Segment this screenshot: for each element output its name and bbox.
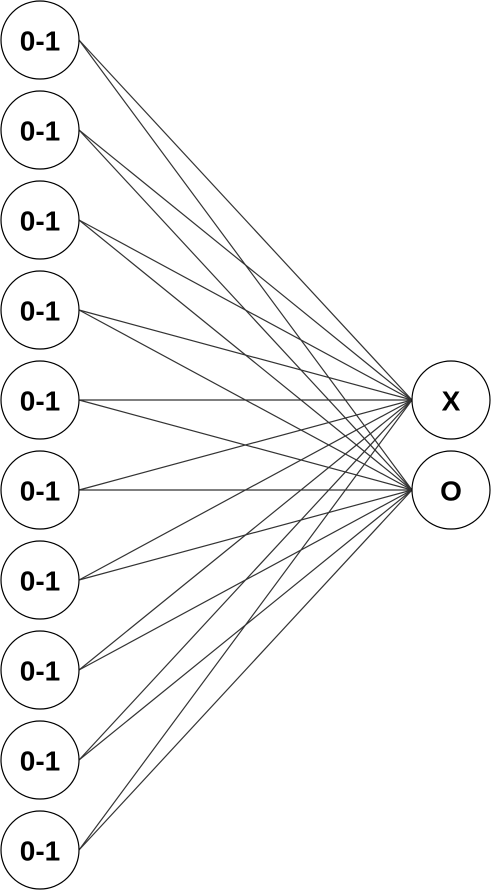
input-node-10-circle xyxy=(0,810,80,890)
input-node-10: 0-1 xyxy=(0,810,80,890)
input-node-7: 0-1 xyxy=(0,540,80,620)
output-node-1-circle xyxy=(411,360,491,440)
input-node-7-circle xyxy=(0,540,80,620)
edge-input-10-to-output-1 xyxy=(78,399,413,851)
input-node-4: 0-1 xyxy=(0,270,80,350)
input-node-6: 0-1 xyxy=(0,450,80,530)
input-node-1-label: 0-1 xyxy=(20,26,60,57)
output-node-2-label: O xyxy=(440,476,462,507)
output-node-1-label: X xyxy=(442,386,461,417)
input-node-6-label: 0-1 xyxy=(20,476,60,507)
input-node-9: 0-1 xyxy=(0,720,80,800)
input-node-10-label: 0-1 xyxy=(20,836,60,867)
edge-input-6-to-output-1 xyxy=(78,399,413,491)
input-node-3-circle xyxy=(0,180,80,260)
input-node-8-circle xyxy=(0,630,80,710)
edge-input-10-to-output-2 xyxy=(78,489,413,851)
edge-input-4-to-output-1 xyxy=(78,309,413,401)
edge-input-3-to-output-1 xyxy=(78,219,413,401)
input-node-9-circle xyxy=(0,720,80,800)
connection-edges xyxy=(78,39,413,851)
input-node-4-label: 0-1 xyxy=(20,296,60,327)
input-node-9-label: 0-1 xyxy=(20,746,60,777)
input-node-7-label: 0-1 xyxy=(20,566,60,597)
input-node-5-label: 0-1 xyxy=(20,386,60,417)
input-node-2-circle xyxy=(0,90,80,170)
edge-input-8-to-output-1 xyxy=(78,399,413,671)
input-node-3-label: 0-1 xyxy=(20,206,60,237)
input-node-1: 0-1 xyxy=(0,0,80,80)
edge-input-2-to-output-1 xyxy=(78,129,413,401)
output-node-1: X xyxy=(411,360,491,440)
input-node-5-circle xyxy=(0,360,80,440)
input-node-8: 0-1 xyxy=(0,630,80,710)
input-node-4-circle xyxy=(0,270,80,350)
input-node-6-circle xyxy=(0,450,80,530)
edge-input-9-to-output-1 xyxy=(78,399,413,761)
input-node-1-circle xyxy=(0,0,80,80)
input-node-3: 0-1 xyxy=(0,180,80,260)
input-node-5: 0-1 xyxy=(0,360,80,440)
input-node-2: 0-1 xyxy=(0,90,80,170)
edge-input-1-to-output-1 xyxy=(78,39,413,401)
output-node-2-circle xyxy=(411,450,491,530)
edge-input-7-to-output-1 xyxy=(78,399,413,581)
input-node-8-label: 0-1 xyxy=(20,656,60,687)
output-node-2: O xyxy=(411,450,491,530)
input-node-2-label: 0-1 xyxy=(20,116,60,147)
